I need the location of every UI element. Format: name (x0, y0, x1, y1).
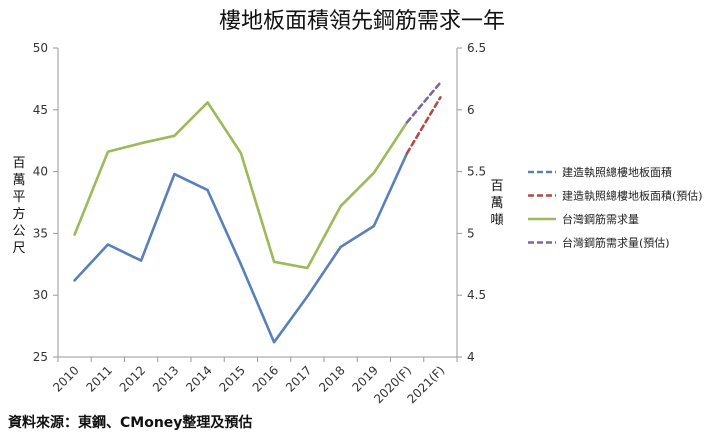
legend-label-2: 建造執照總樓地板面積(預估) (562, 189, 703, 203)
plot-area: 25 30 35 40 45 50 4 4.5 5 5.5 6 6.5 2010 2011 2012 2013… (12, 41, 503, 406)
series-line-4 (405, 81, 442, 124)
right-tick-label: 6.5 (467, 41, 486, 55)
left-tick-label: 45 (33, 103, 48, 117)
chart-title: 樓地板面積領先鋼筋需求一年 (219, 9, 505, 34)
left-tick-label: 40 (33, 165, 48, 179)
left-tick-label: 35 (33, 226, 48, 240)
x-tick-label: 2013 (150, 363, 181, 394)
x-tick-label: 2018 (316, 363, 347, 394)
left-tick-label: 50 (33, 41, 48, 55)
left-axis-label: 百萬平方公尺 (12, 156, 25, 256)
x-tick-label: 2014 (183, 363, 214, 394)
right-tick-label: 5.5 (467, 165, 486, 179)
series-line-1 (73, 151, 409, 344)
legend-label-4: 台灣鋼筋需求量(預估) (562, 236, 670, 250)
legend-label-3: 台灣鋼筋需求量 (562, 212, 639, 226)
x-tick-label: 2010 (50, 363, 81, 394)
x-tick-label: 2016 (250, 363, 281, 394)
x-tick-label: 2015 (216, 363, 247, 394)
left-tick-label: 25 (33, 350, 48, 364)
x-tick-label: 2021(F) (404, 363, 447, 406)
x-tick-label: 2012 (117, 363, 148, 394)
right-axis-label: 百萬噸 (490, 179, 503, 228)
right-tick-label: 4 (467, 350, 475, 364)
series-line-2 (405, 96, 442, 155)
right-tick-label: 4.5 (467, 288, 486, 302)
left-tick-label: 30 (33, 288, 48, 302)
right-tick-label: 6 (467, 103, 475, 117)
legend-label-1: 建造執照總樓地板面積 (562, 165, 672, 179)
x-tick-label: 2011 (83, 363, 114, 394)
source-note: 資料來源：東鋼、CMoney整理及預估 (8, 415, 253, 431)
x-tick-label: 2017 (283, 363, 314, 394)
right-tick-label: 5 (467, 226, 475, 240)
series-line-3 (73, 101, 409, 270)
